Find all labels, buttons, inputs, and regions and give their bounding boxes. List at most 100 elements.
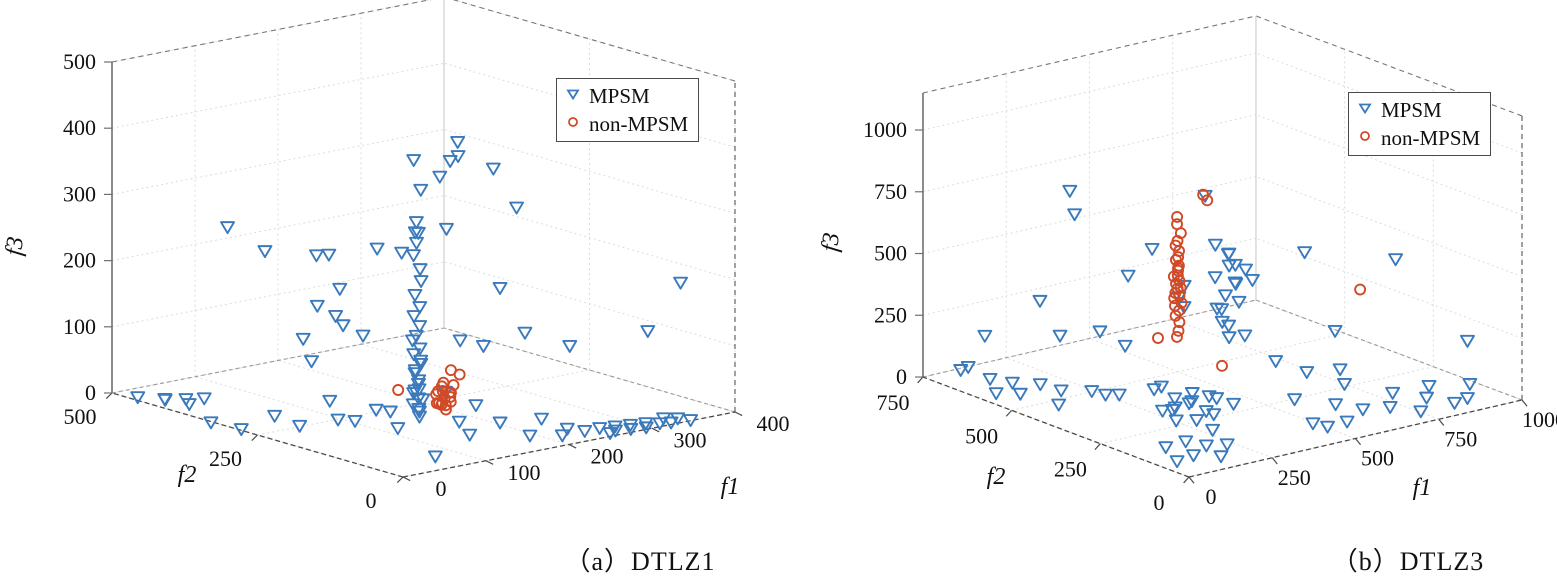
data-point-mpsm — [1184, 395, 1200, 409]
data-point-mpsm — [390, 422, 406, 436]
data-point-mpsm — [406, 348, 422, 362]
data-point-mpsm — [1218, 289, 1233, 303]
grid-line — [922, 237, 1257, 316]
data-point-mpsm — [1268, 355, 1284, 368]
data-point-non-mpsm — [1171, 218, 1183, 231]
data-point-non-mpsm — [1172, 251, 1185, 264]
data-point-mpsm — [1032, 294, 1048, 308]
data-point-mpsm — [233, 423, 249, 437]
data-point-non-mpsm — [1216, 359, 1228, 372]
data-point-mpsm — [406, 249, 421, 263]
x-tick — [651, 427, 660, 433]
data-point-mpsm — [1181, 397, 1197, 411]
data-point-mpsm — [1051, 398, 1067, 412]
data-point-mpsm — [452, 334, 468, 348]
data-point-mpsm — [321, 248, 337, 262]
data-point-mpsm — [492, 416, 508, 430]
caption-dtlz1: （a）DTLZ1 — [564, 547, 716, 576]
data-point-mpsm — [1219, 438, 1235, 452]
legend-label-mpsm: MPSM — [589, 84, 650, 108]
y-tick — [105, 392, 113, 399]
data-point-non-mpsm — [1172, 324, 1185, 337]
data-point-mpsm — [157, 393, 173, 407]
data-point-mpsm — [1459, 392, 1475, 405]
x-tick-label: 200 — [591, 444, 624, 469]
data-point-mpsm — [683, 414, 699, 428]
legend-label-non-mpsm: non-MPSM — [1381, 126, 1481, 150]
x-tick — [1438, 418, 1445, 426]
data-point-mpsm — [1207, 271, 1223, 285]
y-tick — [1183, 476, 1190, 484]
z-tick-label: 1000 — [863, 117, 907, 142]
grid-line — [360, 343, 653, 429]
data-point-mpsm — [1117, 339, 1133, 353]
y-tick-label: 0 — [366, 488, 377, 513]
data-point-mpsm — [330, 413, 346, 427]
data-point-mpsm — [1052, 329, 1068, 343]
data-point-mpsm — [1205, 423, 1221, 437]
data-point-mpsm — [509, 201, 525, 215]
z-tick-label: 200 — [63, 248, 96, 273]
data-point-mpsm — [328, 310, 344, 323]
data-point-mpsm — [1355, 403, 1371, 417]
data-point-mpsm — [439, 222, 454, 236]
data-point-mpsm — [1447, 396, 1462, 410]
y-tick — [1005, 409, 1013, 417]
data-point-mpsm — [408, 329, 424, 343]
grid-line — [1011, 332, 1345, 411]
x-tick — [1521, 399, 1528, 407]
data-point-mpsm — [953, 364, 969, 377]
data-point-mpsm — [1237, 329, 1253, 343]
data-point-mpsm — [1111, 388, 1127, 402]
data-point-non-mpsm — [1172, 259, 1185, 272]
data-point-mpsm — [1146, 383, 1162, 397]
x-axis-label: f1 — [1413, 475, 1432, 501]
grid-line — [257, 369, 590, 436]
data-point-mpsm — [1067, 208, 1083, 222]
y-tick — [251, 434, 258, 441]
legend-item-mpsm: MPSM — [1357, 97, 1480, 123]
data-point-non-mpsm — [1169, 309, 1182, 322]
data-point-mpsm — [673, 276, 689, 290]
y-tick-label: 250 — [209, 446, 242, 471]
x-tick — [1271, 457, 1278, 465]
data-point-mpsm — [1287, 393, 1302, 407]
y-tick-label: 750 — [876, 390, 909, 415]
data-point-mpsm — [652, 417, 668, 431]
y-tick — [396, 476, 404, 483]
z-tick-label: 500 — [63, 49, 96, 74]
data-point-mpsm — [181, 398, 197, 411]
box-top-edge — [922, 15, 1257, 94]
data-point-mpsm — [355, 329, 371, 343]
data-point-non-mpsm — [444, 391, 457, 403]
z-tick-label: 400 — [63, 115, 96, 140]
data-point-mpsm — [1221, 331, 1237, 345]
data-point-mpsm — [559, 422, 575, 436]
data-point-mpsm — [1305, 417, 1321, 431]
grid-line — [111, 195, 445, 262]
x-axis-label: f1 — [721, 474, 740, 500]
grid-line — [111, 261, 445, 328]
data-point-mpsm — [1062, 184, 1078, 198]
data-point-mpsm — [663, 416, 679, 430]
x-tick-label: 500 — [1361, 446, 1394, 471]
floor-rear-edge — [443, 327, 736, 413]
data-point-mpsm — [988, 387, 1004, 401]
data-point-mpsm — [622, 418, 638, 432]
grid-line — [922, 114, 1257, 193]
data-point-non-mpsm — [443, 386, 456, 399]
legend-dtlz1: MPSM non-MPSM — [556, 78, 700, 142]
data-point-mpsm — [1227, 276, 1243, 290]
data-point-mpsm — [1382, 401, 1398, 414]
x-tick-label: 300 — [674, 427, 707, 452]
grid-line — [452, 0, 736, 82]
floor-rear-edge — [1255, 299, 1523, 401]
data-point-mpsm — [492, 282, 508, 295]
data-point-non-mpsm — [1201, 194, 1214, 207]
data-point-mpsm — [1231, 295, 1247, 309]
data-point-mpsm — [1032, 378, 1048, 392]
z-tick-label: 300 — [63, 181, 96, 206]
data-point-mpsm — [1206, 408, 1222, 422]
data-point-non-mpsm — [435, 398, 448, 411]
data-point-mpsm — [304, 355, 319, 369]
